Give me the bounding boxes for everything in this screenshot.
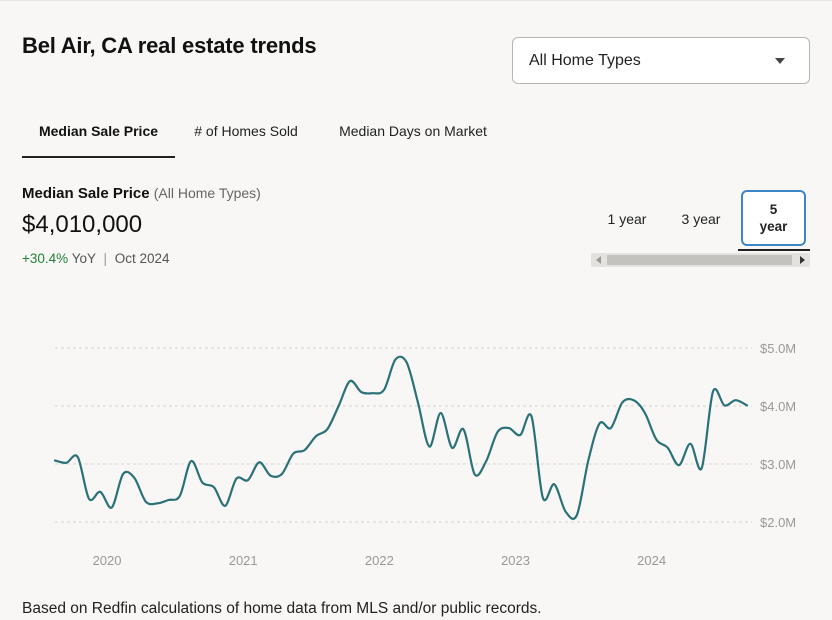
range-5-year-number: 5 (769, 202, 778, 217)
y-axis-labels: $5.0M $4.0M $3.0M $2.0M (760, 341, 796, 530)
page-title: Bel Air, CA real estate trends (22, 33, 317, 58)
metric-title: Median Sale Price (All Home Types) (22, 185, 261, 202)
metric-change: +30.4% YoY | Oct 2024 (22, 251, 170, 266)
tab-median-sale-price[interactable]: Median Sale Price (22, 104, 175, 158)
metric-value: $4,010,000 (22, 211, 143, 238)
data-source-footnote: Based on Redfin calculations of home dat… (22, 600, 542, 617)
metric-name: Median Sale Price (22, 185, 150, 202)
scrollbar-thumb[interactable] (607, 255, 792, 265)
metric-tabs: Median Sale Price # of Homes Sold Median… (22, 104, 522, 158)
scroll-left-arrow-icon[interactable] (596, 256, 601, 264)
x-tick-label: 2020 (93, 553, 122, 568)
home-type-select-value: All Home Types (529, 51, 641, 69)
range-1-year-button[interactable]: 1 year (607, 211, 647, 227)
median-sale-price-chart: $5.0M$4.0M$3.0M$2.0M 2020 2021 2022 2023 202… (53, 341, 796, 568)
y-tick-label: $5.0M (760, 341, 796, 356)
y-tick-label: $3.0M (760, 457, 796, 472)
series-line-median-sale-price (53, 355, 749, 520)
range-5-year-button[interactable]: 5 year (741, 190, 806, 246)
range-scrollbar[interactable] (591, 253, 810, 267)
range-3-year-button[interactable]: 3 year (681, 211, 721, 227)
x-tick-label: 2021 (229, 553, 258, 568)
chart-grid (55, 347, 752, 523)
metric-period: Oct 2024 (114, 251, 170, 266)
metric-subtitle: (All Home Types) (153, 185, 261, 201)
x-axis-labels: 2020 2021 2022 2023 2024 (93, 553, 667, 568)
yoy-change: +30.4% (22, 251, 69, 266)
scroll-right-arrow-icon[interactable] (800, 256, 805, 264)
x-tick-label: 2022 (365, 553, 394, 568)
top-divider (0, 0, 832, 1)
tab-homes-sold[interactable]: # of Homes Sold (194, 123, 298, 139)
tab-median-days-on-market[interactable]: Median Days on Market (339, 123, 487, 139)
change-separator: | (103, 251, 108, 266)
range-selected-underline (738, 249, 810, 251)
home-type-select[interactable]: All Home Types (512, 37, 810, 84)
x-tick-label: 2024 (637, 553, 666, 568)
range-5-year-unit: year (759, 219, 788, 234)
yoy-label: YoY (71, 251, 96, 266)
y-tick-label: $2.0M (760, 515, 796, 530)
x-tick-label: 2023 (501, 553, 530, 568)
chevron-down-icon (775, 57, 785, 64)
y-tick-label: $4.0M (760, 399, 796, 414)
